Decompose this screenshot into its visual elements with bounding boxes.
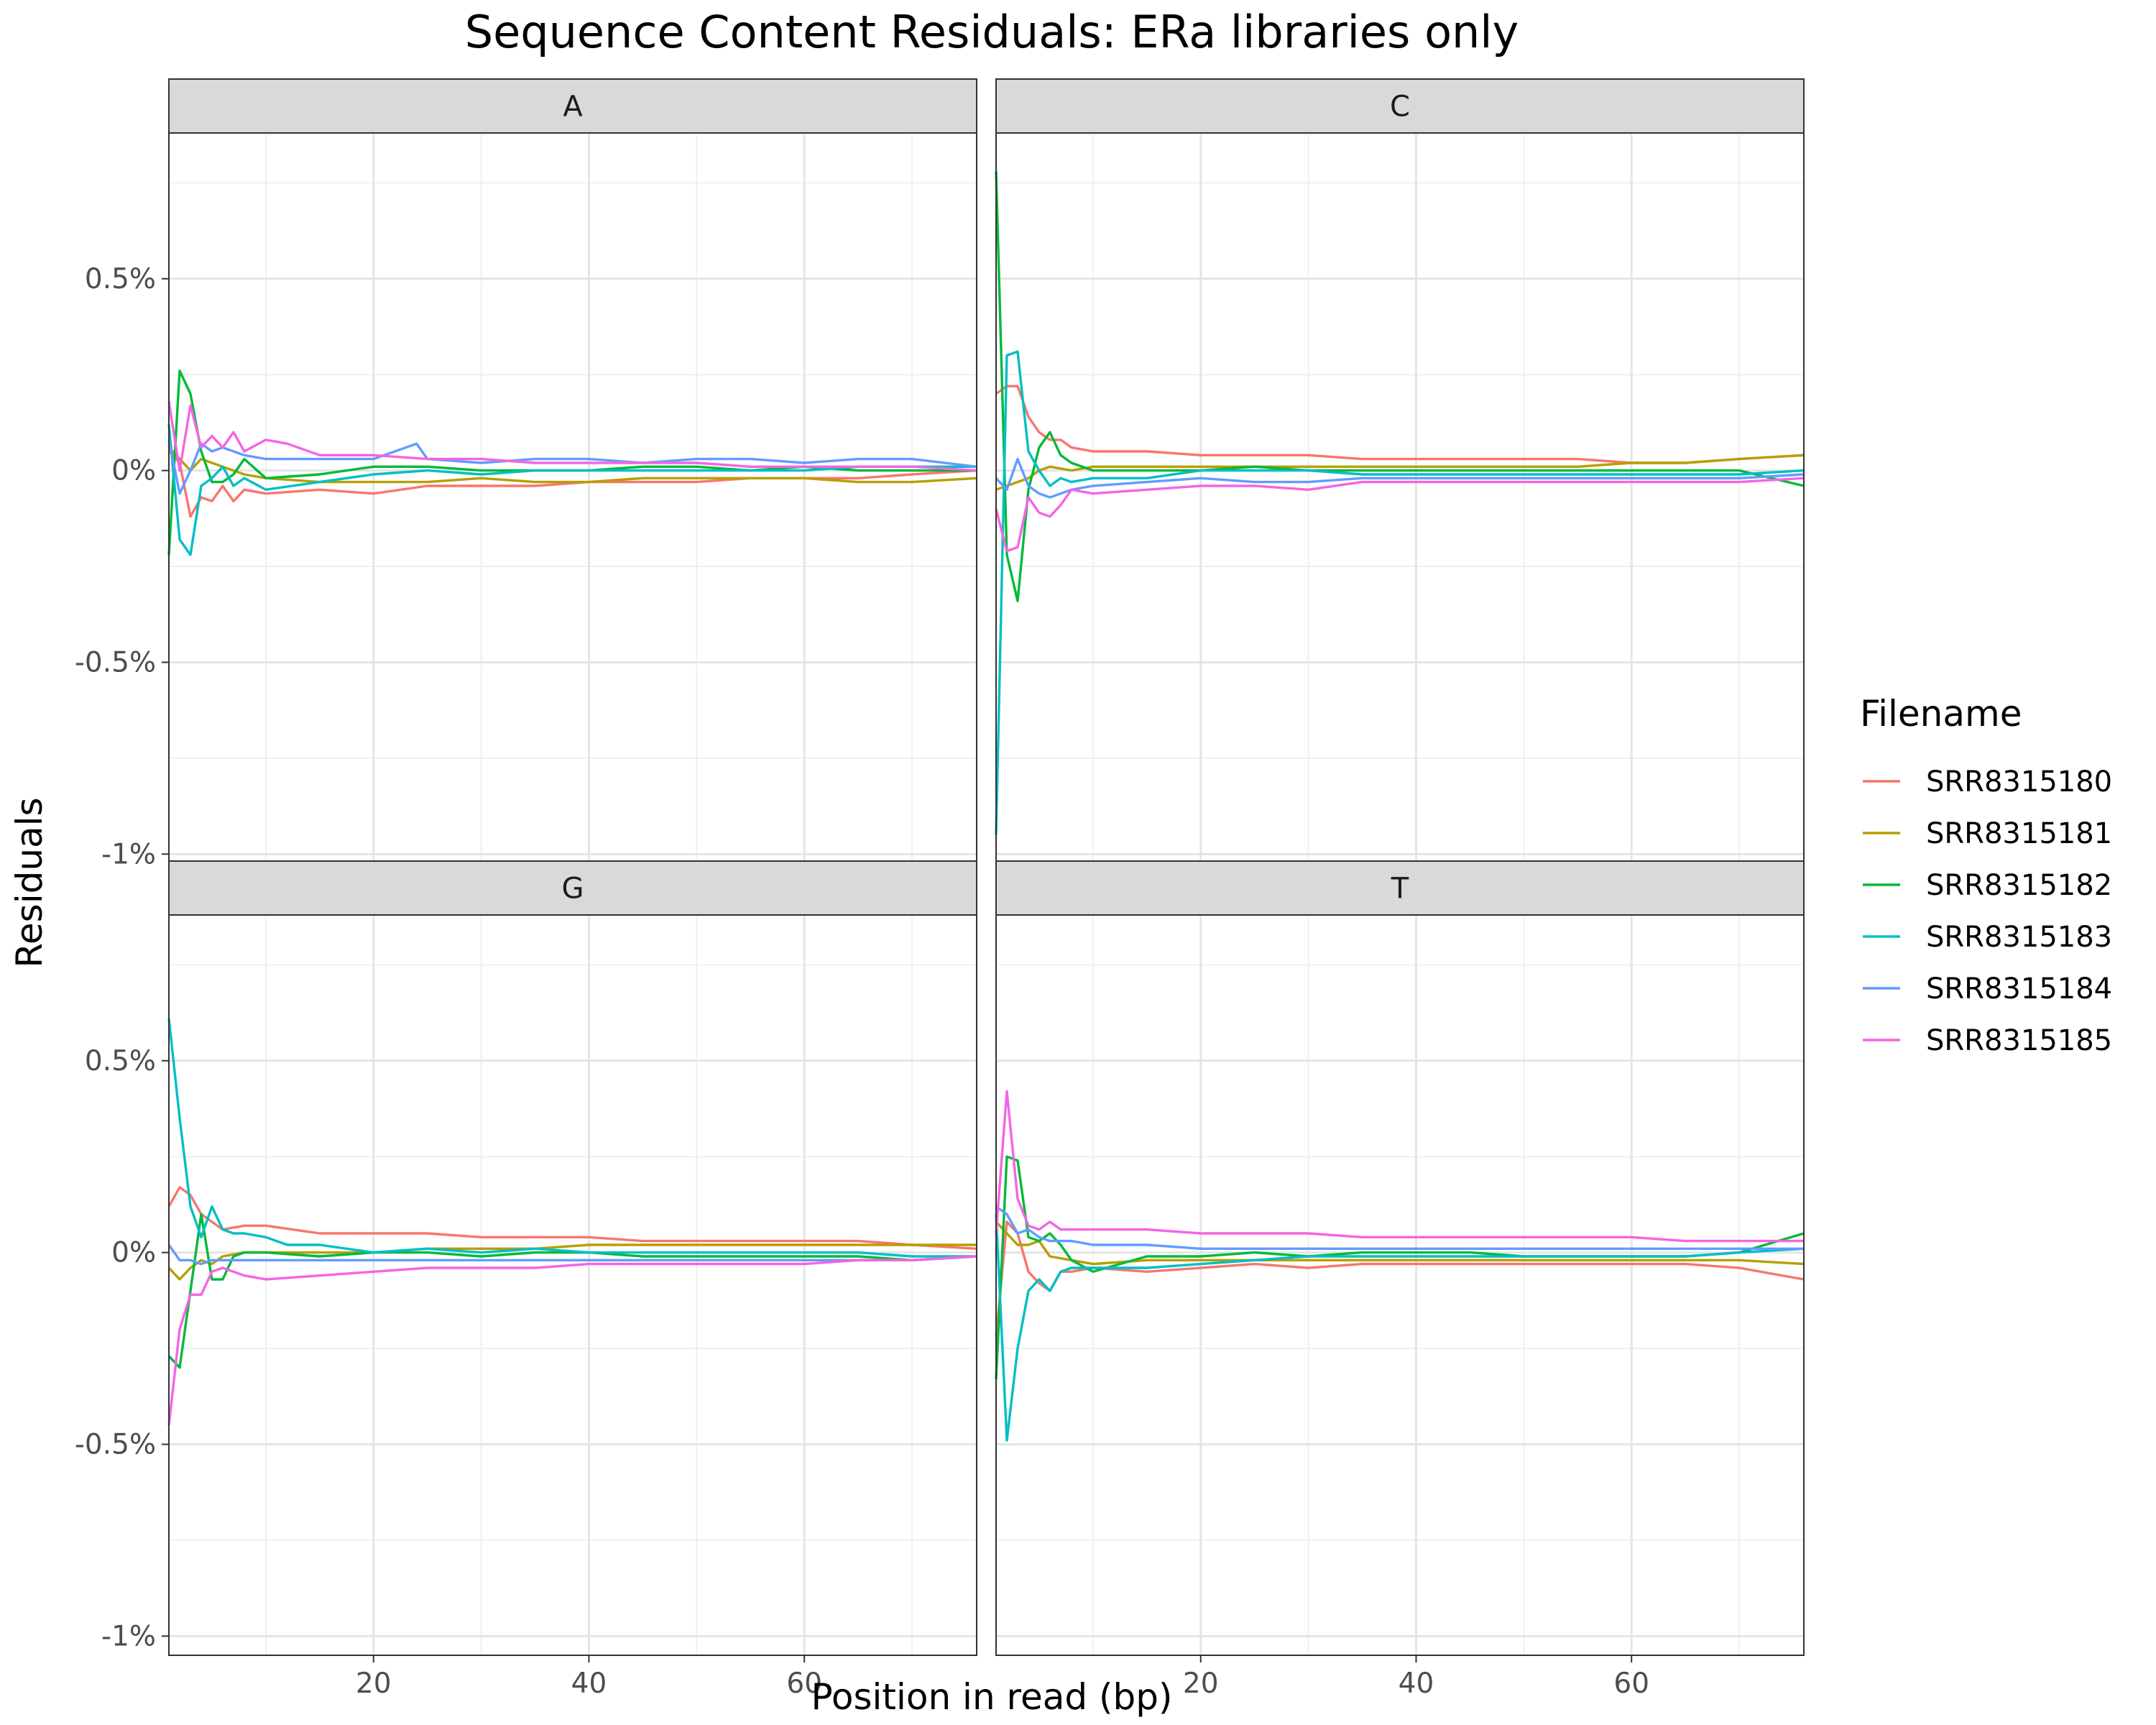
y-tick-label: -0.5% xyxy=(75,646,156,678)
legend-item: SRR8315181 xyxy=(1863,817,2112,850)
legend-item: SRR8315184 xyxy=(1863,972,2112,1006)
series-line-srr8315183 xyxy=(167,424,977,556)
facet-strip-label: T xyxy=(1391,873,1409,906)
series-line-srr8315185 xyxy=(995,477,1805,553)
series-line-srr8315183 xyxy=(995,350,1805,835)
panel-border xyxy=(168,914,977,1656)
series-line-srr8315185 xyxy=(167,401,977,472)
facet-panel-a: A 0.5% 0% -0.5% -1% xyxy=(75,78,977,874)
facet-panel-g: G 0.5% 0% -0.5% -1% 20 40 60 xyxy=(75,860,977,1700)
legend-items: SRR8315180 SRR8315181 SRR8315182 SRR8315183… xyxy=(1863,765,2112,1057)
y-tick-label: 0% xyxy=(111,455,156,487)
y-tick-label: -1% xyxy=(101,1620,156,1652)
series-line-srr8315180 xyxy=(995,1220,1805,1338)
panel-border xyxy=(995,914,1805,1656)
plot-background xyxy=(996,133,1804,873)
legend-title: Filename xyxy=(1860,693,2022,735)
legend-item: SRR8315180 xyxy=(1863,765,2112,799)
series-line-srr8315182 xyxy=(167,1213,977,1369)
x-axis-title: Position in read (bp) xyxy=(811,1676,1172,1718)
x-tick-label: 40 xyxy=(1399,1668,1434,1700)
series-line-srr8315185 xyxy=(995,1090,1804,1243)
series-line-srr8315180 xyxy=(995,385,1805,464)
facet-panel-c: C xyxy=(995,78,1805,874)
facet-strip xyxy=(168,78,977,134)
series-line-srr8315185 xyxy=(167,1255,977,1425)
legend-label: SRR8315184 xyxy=(1926,972,2112,1006)
legend-item: SRR8315183 xyxy=(1863,921,2112,954)
facet-strip xyxy=(995,860,1805,916)
legend: Filename SRR8315180SRR8315181SRR8315182S… xyxy=(1860,693,2112,1057)
series-line-srr8315180 xyxy=(167,1186,977,1250)
legend-label: SRR8315181 xyxy=(1926,817,2112,850)
series-line-srr8315183 xyxy=(167,1018,977,1258)
facet-panel-t: T 20 40 60 xyxy=(995,860,1805,1700)
legend-label: SRR8315180 xyxy=(1926,765,2112,799)
facet-strip-label: G xyxy=(562,873,584,906)
x-tick-label: 40 xyxy=(571,1668,607,1700)
series-line-srr8315184 xyxy=(167,1244,977,1266)
y-tick-label: 0% xyxy=(111,1237,156,1269)
y-tick-label: 0.5% xyxy=(85,1045,156,1077)
y-axis-title: Residuals xyxy=(9,797,50,967)
series-line-srr8315184 xyxy=(995,457,1805,499)
legend-item: SRR8315185 xyxy=(1863,1024,2112,1057)
series-line-srr8315182 xyxy=(167,369,977,556)
x-tick-label: 60 xyxy=(1613,1668,1649,1700)
legend-label: SRR8315185 xyxy=(1926,1024,2112,1057)
facet-panels: A 0.5% 0% -0.5% -1% C G 0.5% 0% -0.5% -1% 20 40 60 T 20… xyxy=(75,78,1805,1700)
series-line-srr8315184 xyxy=(167,439,977,495)
plot-background xyxy=(169,915,977,1655)
y-tick-label: -1% xyxy=(101,838,156,870)
x-tick-label: 20 xyxy=(356,1668,392,1700)
y-tick-label: 0.5% xyxy=(85,263,156,295)
x-tick-label: 20 xyxy=(1183,1668,1219,1700)
legend-label: SRR8315182 xyxy=(1926,869,2112,902)
x-tick-label: 60 xyxy=(786,1668,822,1700)
plot-background xyxy=(996,915,1804,1655)
y-tick-label: -0.5% xyxy=(75,1428,156,1460)
series-line-srr8315183 xyxy=(995,1214,1805,1442)
series-line-srr8315182 xyxy=(995,171,1805,602)
facet-strip xyxy=(168,860,977,916)
series-line-srr8315184 xyxy=(995,1205,1804,1250)
legend-item: SRR8315182 xyxy=(1863,869,2112,902)
facet-strip-label: A xyxy=(563,91,583,124)
facet-strip-label: C xyxy=(1390,91,1410,124)
legend-label: SRR8315183 xyxy=(1926,921,2112,954)
plot-background xyxy=(169,133,977,873)
chart-title: Sequence Content Residuals: ERa librarie… xyxy=(465,6,1519,58)
